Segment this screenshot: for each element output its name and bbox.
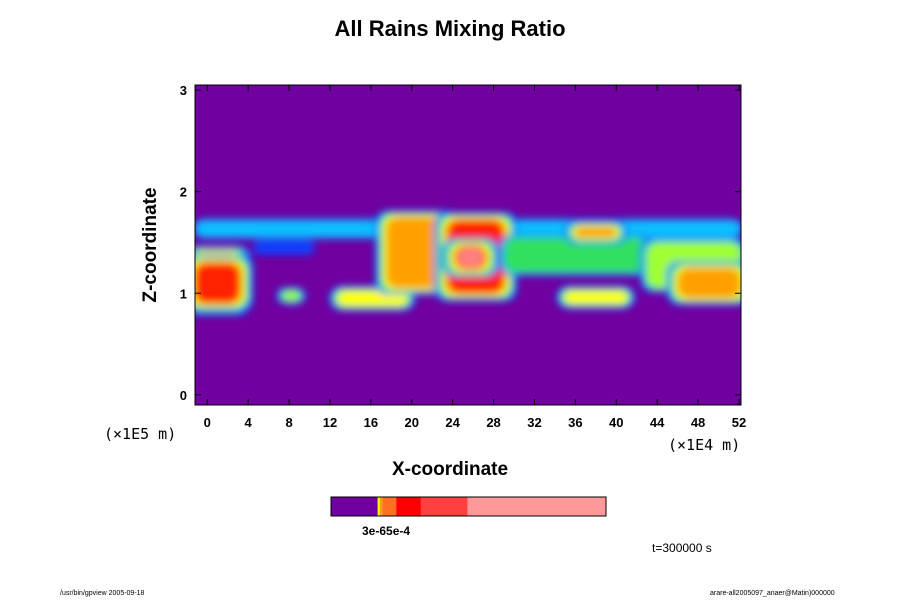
colorbar-segment <box>382 497 397 516</box>
plot-frame <box>194 84 742 406</box>
x-axis-unit: (×1E4 m) <box>668 436 741 454</box>
colorbar-segment <box>377 497 380 516</box>
footer-command: /usr/bin/gpview 2005-09-18 <box>60 590 145 597</box>
x-axis-label: X-coordinate <box>391 459 509 480</box>
x-tick-label: 48 <box>691 415 705 430</box>
heatmap-cell <box>195 262 240 304</box>
y-axis-label: Z-coordinate <box>140 187 161 303</box>
heatmap-cell <box>677 267 741 299</box>
heatmap-cell <box>253 240 315 255</box>
colorbar-segment <box>467 497 606 516</box>
x-tick-label: 44 <box>650 415 665 430</box>
colorbar-segment <box>396 497 421 516</box>
x-tick-label: 0 <box>204 415 211 430</box>
heatmap-cell <box>503 237 647 273</box>
heatmap-cell <box>338 291 407 306</box>
x-tick-label: 36 <box>568 415 582 430</box>
heatmap-cell <box>565 291 627 304</box>
y-tick-label: 3 <box>180 83 187 98</box>
y-tick-label: 1 <box>180 286 187 301</box>
y-axis-ticks: 0 1 2 3 <box>180 83 741 403</box>
chart-title: All Rains Mixing Ratio <box>334 16 566 41</box>
x-axis-ticks: 0 4 8 12 16 20 24 28 32 36 40 44 48 52 <box>204 85 746 430</box>
colorbar-segment <box>331 497 378 516</box>
x-tick-label: 12 <box>323 415 337 430</box>
x-tick-label: 40 <box>609 415 623 430</box>
heatmap-cell <box>282 291 300 301</box>
heatmap-cell <box>575 227 617 238</box>
x-tick-label: 20 <box>405 415 419 430</box>
time-label: t=300000 s <box>652 541 712 555</box>
heatmap-features <box>195 210 741 316</box>
colorbar <box>330 496 607 517</box>
x-tick-label: 32 <box>527 415 541 430</box>
x-tick-label: 4 <box>245 415 253 430</box>
colorbar-frame <box>330 496 607 517</box>
heatmap-cell <box>386 217 448 289</box>
colorbar-label: 3e-65e-4 <box>362 524 411 538</box>
x-tick-label: 52 <box>732 415 746 430</box>
heatmap-cell <box>457 247 484 268</box>
footer-file: arare-all2005097_anaer@Matin)000000 <box>710 590 835 597</box>
heatmap-field <box>195 85 741 405</box>
x-tick-label: 16 <box>364 415 378 430</box>
y-tick-label: 2 <box>180 185 187 200</box>
y-axis-unit: (×1E5 m) <box>104 425 177 443</box>
x-tick-label: 28 <box>486 415 500 430</box>
y-tick-label: 0 <box>180 388 187 403</box>
x-tick-label: 24 <box>445 415 460 430</box>
x-tick-label: 8 <box>285 415 292 430</box>
colorbar-segment <box>379 497 383 516</box>
colorbar-segment <box>420 497 468 516</box>
